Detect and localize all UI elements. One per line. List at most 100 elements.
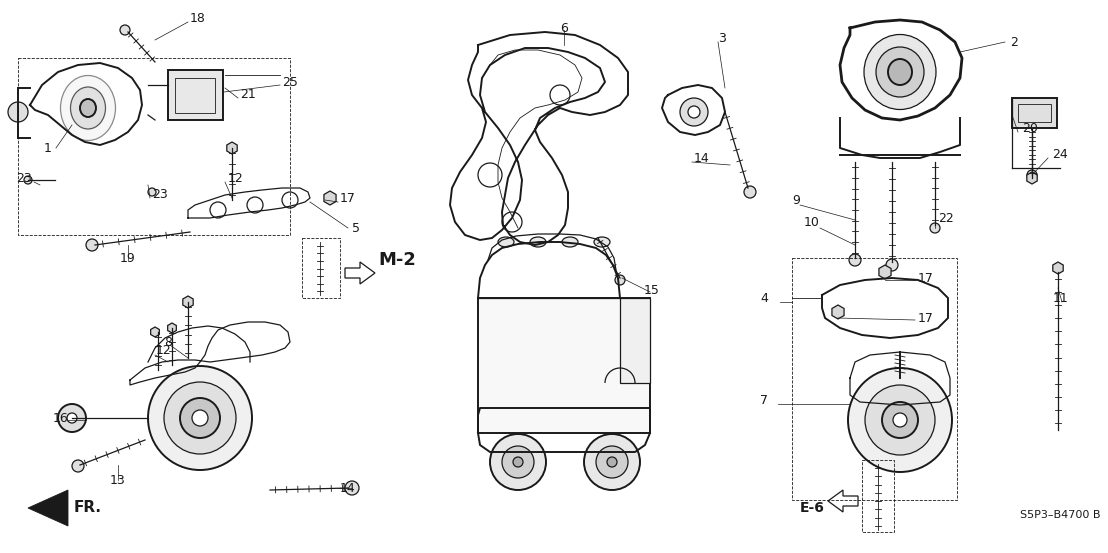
Text: FR.: FR. [74, 500, 102, 515]
Polygon shape [227, 142, 237, 154]
Bar [862, 460, 894, 532]
Text: 17: 17 [919, 311, 934, 325]
Polygon shape [28, 490, 68, 526]
Ellipse shape [864, 34, 936, 109]
Ellipse shape [530, 237, 546, 247]
Text: 16: 16 [52, 411, 68, 425]
Text: 18: 18 [189, 12, 206, 24]
Circle shape [688, 106, 700, 118]
Circle shape [8, 102, 28, 122]
Circle shape [743, 186, 756, 198]
Text: 10: 10 [804, 216, 820, 228]
Bar [168, 70, 223, 120]
Text: 9: 9 [792, 194, 800, 206]
Bar [1018, 104, 1051, 122]
Circle shape [584, 434, 640, 490]
Bar [175, 78, 215, 113]
Text: 13: 13 [110, 473, 126, 487]
Circle shape [865, 385, 935, 455]
Circle shape [886, 259, 897, 271]
Ellipse shape [594, 237, 611, 247]
Text: 20: 20 [1022, 122, 1038, 134]
Circle shape [120, 25, 130, 35]
Text: 7: 7 [760, 394, 768, 406]
Polygon shape [1027, 172, 1037, 184]
Polygon shape [151, 327, 160, 337]
Ellipse shape [888, 59, 912, 85]
Circle shape [607, 457, 617, 467]
Text: 22: 22 [938, 211, 954, 225]
Circle shape [72, 460, 84, 472]
Polygon shape [1053, 262, 1064, 274]
Polygon shape [183, 296, 193, 308]
Polygon shape [832, 305, 844, 319]
Circle shape [192, 410, 208, 426]
Text: 2: 2 [1010, 35, 1018, 49]
Circle shape [247, 197, 263, 213]
Ellipse shape [497, 237, 514, 247]
Text: M-2: M-2 [378, 251, 416, 269]
Text: 12: 12 [228, 171, 244, 185]
Text: 15: 15 [644, 284, 660, 296]
Circle shape [211, 202, 226, 218]
Polygon shape [879, 265, 891, 279]
Bar [620, 298, 650, 383]
Circle shape [86, 239, 98, 251]
Circle shape [148, 366, 252, 470]
Circle shape [148, 188, 156, 196]
Bar [1012, 98, 1057, 128]
Circle shape [283, 192, 298, 208]
Circle shape [849, 254, 861, 266]
Ellipse shape [562, 237, 578, 247]
Bar [792, 258, 957, 500]
Circle shape [24, 176, 32, 184]
Text: 11: 11 [1053, 291, 1068, 305]
Text: 8: 8 [164, 336, 172, 348]
Polygon shape [167, 323, 176, 333]
Circle shape [882, 402, 919, 438]
Text: 3: 3 [718, 32, 726, 44]
Text: 17: 17 [919, 272, 934, 284]
Ellipse shape [61, 76, 115, 140]
Circle shape [615, 275, 625, 285]
Text: 23: 23 [17, 171, 32, 185]
Circle shape [66, 413, 76, 423]
Text: 1: 1 [44, 142, 52, 154]
Ellipse shape [876, 47, 924, 97]
Circle shape [550, 85, 570, 105]
Circle shape [164, 382, 236, 454]
Text: S5P3–B4700 B: S5P3–B4700 B [1020, 510, 1100, 520]
Text: 21: 21 [240, 88, 256, 102]
Circle shape [680, 98, 708, 126]
Text: 5: 5 [352, 222, 360, 234]
Circle shape [58, 404, 86, 432]
Circle shape [490, 434, 546, 490]
Circle shape [930, 223, 940, 233]
Text: 19: 19 [120, 252, 136, 264]
Text: 24: 24 [1051, 149, 1068, 161]
Circle shape [478, 163, 502, 187]
Text: 23: 23 [152, 189, 167, 201]
Circle shape [893, 413, 907, 427]
Circle shape [1027, 170, 1037, 180]
Circle shape [502, 212, 522, 232]
Circle shape [345, 481, 359, 495]
Text: 6: 6 [560, 22, 568, 34]
Polygon shape [324, 191, 336, 205]
Text: E-6: E-6 [800, 501, 824, 515]
Circle shape [502, 446, 534, 478]
Circle shape [596, 446, 628, 478]
Text: 25: 25 [283, 76, 298, 88]
Circle shape [848, 368, 952, 472]
Text: 17: 17 [340, 191, 356, 205]
Circle shape [179, 398, 220, 438]
Text: 4: 4 [760, 291, 768, 305]
Circle shape [513, 457, 523, 467]
Ellipse shape [71, 87, 105, 129]
Text: 14: 14 [340, 482, 356, 494]
Bar [478, 298, 650, 433]
Text: 14: 14 [694, 152, 710, 164]
Ellipse shape [80, 99, 96, 117]
Bar [302, 238, 340, 298]
Text: 12: 12 [156, 343, 172, 357]
